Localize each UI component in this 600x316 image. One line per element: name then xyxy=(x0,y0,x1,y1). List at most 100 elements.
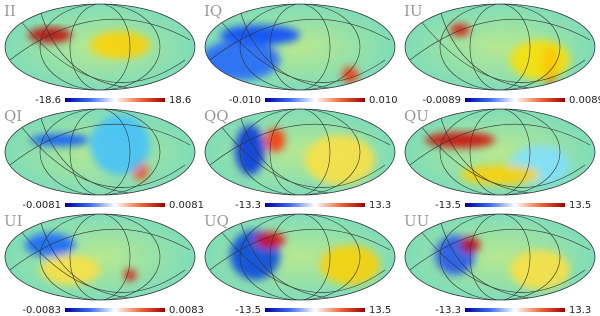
great-circle xyxy=(39,219,131,299)
colorbar-tick-label: 0.0089 xyxy=(569,95,600,106)
map-outline xyxy=(4,213,196,301)
great-circle xyxy=(419,19,586,83)
meridian xyxy=(469,4,531,90)
graticule xyxy=(209,109,391,195)
colorbar-tick-label: 18.6 xyxy=(169,95,191,106)
graticule xyxy=(209,214,391,300)
colorbar xyxy=(65,203,165,207)
graticule xyxy=(9,109,191,195)
great-circle xyxy=(19,19,186,83)
colorbar-tick-label: 13.5 xyxy=(369,305,391,316)
graticule xyxy=(409,4,591,90)
map-feature xyxy=(124,269,136,281)
panel-title: UU xyxy=(404,212,429,230)
map-features xyxy=(450,24,570,85)
map-outline xyxy=(204,213,396,301)
meridian xyxy=(469,109,531,195)
great-circle xyxy=(19,124,186,188)
meridian xyxy=(69,4,131,90)
colorbar-tick-label: -0.0081 xyxy=(22,200,61,211)
great-circle xyxy=(219,124,386,188)
map-features xyxy=(425,132,570,185)
colorbar-tick-label: 0.0081 xyxy=(169,200,204,211)
panel: UQ -13.5 13.5 xyxy=(204,212,396,316)
panel: QQ -13.3 13.3 xyxy=(204,107,396,211)
great-circle xyxy=(9,228,191,271)
meridian xyxy=(439,4,561,90)
colorbar-tick-label: -13.3 xyxy=(435,305,461,316)
great-circle xyxy=(19,229,186,293)
colorbar-tick-label: -0.010 xyxy=(229,95,261,106)
great-circle xyxy=(209,123,391,166)
colorbar xyxy=(65,98,165,102)
meridian xyxy=(39,4,161,90)
colorbar-tick-label: -18.6 xyxy=(35,95,61,106)
map-outline xyxy=(404,213,596,301)
panel: UI -0.0083 0.0083 xyxy=(4,212,204,316)
great-circle xyxy=(209,228,391,271)
panel-title: QU xyxy=(404,107,429,125)
meridian xyxy=(69,109,131,195)
great-circle xyxy=(39,114,131,194)
panel-title: UI xyxy=(4,212,23,230)
great-circle xyxy=(9,18,191,61)
great-circle xyxy=(239,114,331,194)
map-feature xyxy=(265,128,285,152)
map-outline xyxy=(204,108,396,196)
map xyxy=(405,214,595,300)
meridian xyxy=(269,214,331,300)
meridian xyxy=(69,214,131,300)
great-circle xyxy=(419,229,586,293)
map-feature xyxy=(320,245,380,285)
map-feature xyxy=(510,40,570,80)
map-feature xyxy=(305,135,375,185)
colorbar-tick-label: 0.0083 xyxy=(169,305,204,316)
graticule xyxy=(409,214,591,300)
panel: UU -13.3 13.3 xyxy=(404,212,596,316)
great-circle xyxy=(9,123,191,166)
great-circle xyxy=(239,219,331,299)
great-circle xyxy=(419,124,586,188)
meridian xyxy=(239,109,361,195)
colorbar xyxy=(465,308,565,312)
map-feature xyxy=(342,67,358,83)
colorbar xyxy=(265,203,365,207)
map-feature xyxy=(90,31,150,59)
meridian xyxy=(439,214,561,300)
panel-title: QI xyxy=(4,107,22,125)
great-circle xyxy=(219,19,386,83)
colorbar xyxy=(265,308,365,312)
map-feature xyxy=(90,115,150,175)
map-feature xyxy=(450,24,470,36)
great-circle xyxy=(439,9,531,89)
map-feature xyxy=(235,125,265,175)
colorbar-tick-label: 13.5 xyxy=(569,200,591,211)
map-feature xyxy=(255,232,285,248)
colorbar-tick-label: 13.3 xyxy=(569,305,591,316)
map-features xyxy=(30,115,150,180)
colorbar-tick-label: -13.5 xyxy=(235,305,261,316)
great-circle xyxy=(39,9,131,89)
map-feature xyxy=(460,237,480,253)
meridian xyxy=(269,4,331,90)
colorbar-tick-label: -13.3 xyxy=(235,200,261,211)
great-circle xyxy=(409,228,591,271)
colorbar-tick-label: 0.010 xyxy=(369,95,398,106)
colorbar xyxy=(265,98,365,102)
meridian xyxy=(239,4,361,90)
colorbar-tick-label: -0.0083 xyxy=(22,305,61,316)
panel: QU -13.5 13.5 xyxy=(404,107,596,211)
panel: IQ -0.010 0.010 xyxy=(204,2,398,106)
map-feature xyxy=(40,255,100,285)
meridian xyxy=(239,214,361,300)
great-circle xyxy=(209,18,391,61)
meridian xyxy=(469,214,531,300)
map-feature xyxy=(460,165,540,185)
graticule xyxy=(209,4,391,90)
map-feature xyxy=(30,134,90,146)
great-circle xyxy=(439,219,531,299)
great-circle xyxy=(409,123,591,166)
colorbar xyxy=(465,203,565,207)
meridian xyxy=(39,109,161,195)
